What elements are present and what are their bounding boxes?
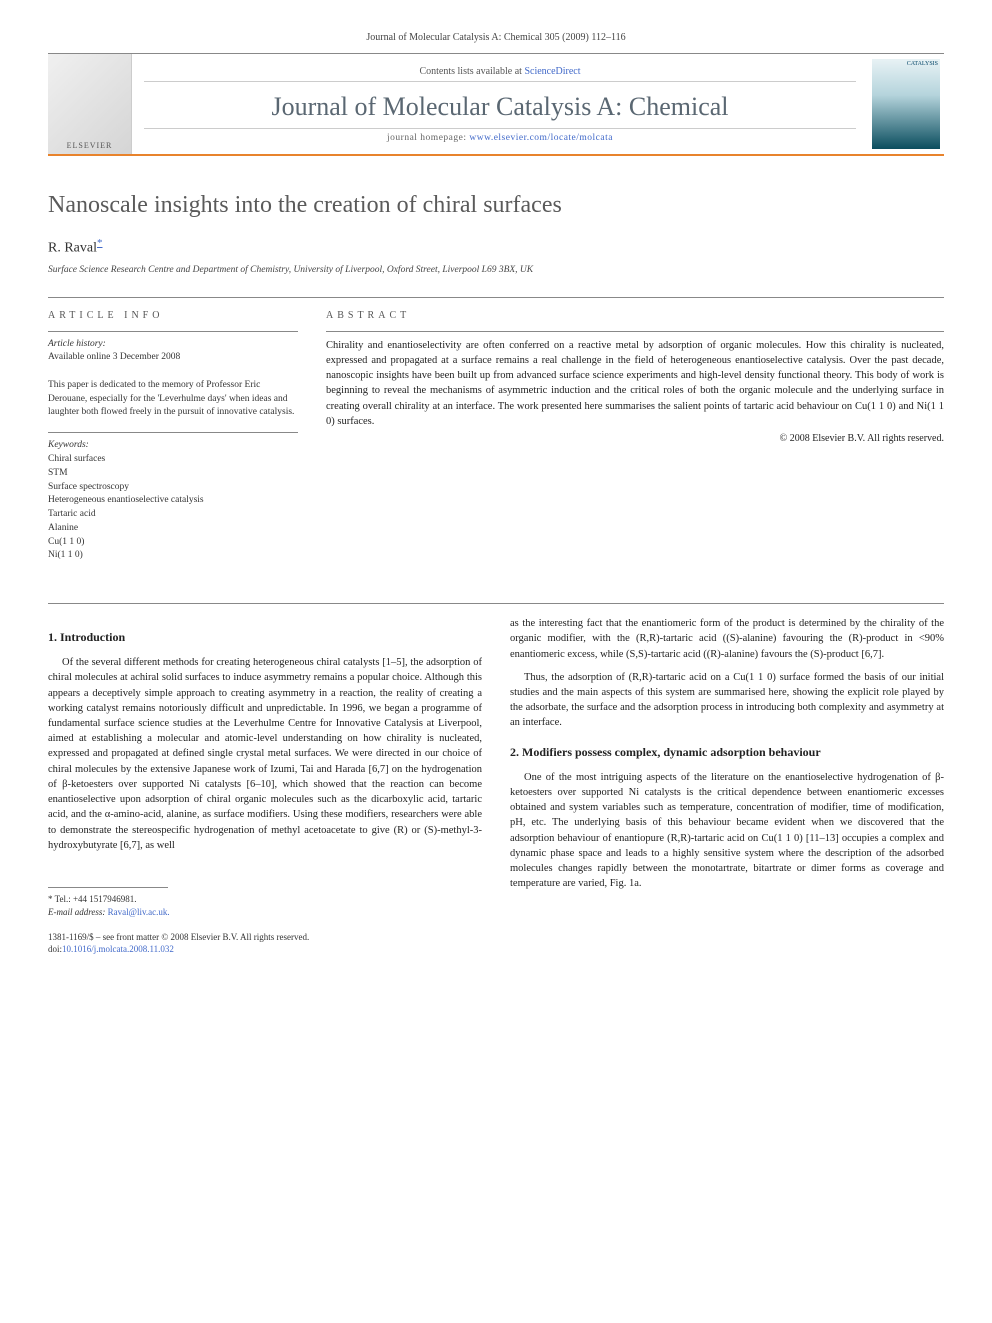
author-name: R. Raval xyxy=(48,241,97,256)
keyword: STM xyxy=(48,468,68,478)
section-2-paragraph: One of the most intriguing aspects of th… xyxy=(510,770,944,892)
doi-link[interactable]: 10.1016/j.molcata.2008.11.032 xyxy=(62,944,174,954)
homepage-link[interactable]: www.elsevier.com/locate/molcata xyxy=(469,133,613,143)
separator-rule xyxy=(48,297,944,298)
keyword: Ni(1 1 0) xyxy=(48,550,83,560)
running-header: Journal of Molecular Catalysis A: Chemic… xyxy=(48,32,944,43)
info-abstract-row: ARTICLE INFO Article history: Available … xyxy=(48,310,944,575)
doi-label: doi: xyxy=(48,944,62,954)
body-two-column: 1. Introduction Of the several different… xyxy=(48,616,944,956)
email-label: E-mail address: xyxy=(48,907,105,917)
homepage-prefix: journal homepage: xyxy=(387,133,469,143)
article-history-block: Article history: Available online 3 Dece… xyxy=(48,331,298,421)
contents-lists-line: Contents lists available at ScienceDirec… xyxy=(144,66,856,82)
abstract-text: Chirality and enantioselectivity are oft… xyxy=(326,331,944,429)
article-info-column: ARTICLE INFO Article history: Available … xyxy=(48,310,298,575)
article-info-label: ARTICLE INFO xyxy=(48,310,298,321)
footer-rule xyxy=(48,887,168,888)
body-right-column: as the interesting fact that the enantio… xyxy=(510,616,944,956)
keyword: Chiral surfaces xyxy=(48,454,105,464)
publisher-logo: ELSEVIER xyxy=(48,54,132,154)
keywords-block: Keywords: Chiral surfaces STM Surface sp… xyxy=(48,432,298,563)
abstract-column: ABSTRACT Chirality and enantioselectivit… xyxy=(326,310,944,575)
keyword: Surface spectroscopy xyxy=(48,482,129,492)
abstract-label: ABSTRACT xyxy=(326,310,944,321)
keywords-heading: Keywords: xyxy=(48,440,89,450)
banner-center: Contents lists available at ScienceDirec… xyxy=(132,54,868,154)
corresponding-author-marker[interactable]: * xyxy=(97,237,103,249)
history-date: Available online 3 December 2008 xyxy=(48,352,180,362)
separator-rule xyxy=(48,603,944,604)
dedication-text: This paper is dedicated to the memory of… xyxy=(48,380,294,418)
body-left-column: 1. Introduction Of the several different… xyxy=(48,616,482,956)
continuation-paragraph: as the interesting fact that the enantio… xyxy=(510,616,944,662)
article-title: Nanoscale insights into the creation of … xyxy=(48,192,944,219)
section-1-heading: 1. Introduction xyxy=(48,630,482,645)
history-heading: Article history: xyxy=(48,339,106,349)
journal-name: Journal of Molecular Catalysis A: Chemic… xyxy=(132,92,868,122)
section-1-paragraph: Of the several different methods for cre… xyxy=(48,655,482,853)
footer-block: * Tel.: +44 1517946981. E-mail address: … xyxy=(48,879,482,956)
keyword: Alanine xyxy=(48,523,78,533)
abstract-copyright: © 2008 Elsevier B.V. All rights reserved… xyxy=(326,433,944,444)
affiliation: Surface Science Research Centre and Depa… xyxy=(48,265,944,275)
sciencedirect-link[interactable]: ScienceDirect xyxy=(524,66,580,77)
journal-cover-thumbnail: CATALYSIS xyxy=(872,59,940,149)
keyword: Cu(1 1 0) xyxy=(48,537,84,547)
contents-prefix: Contents lists available at xyxy=(419,66,524,77)
body-paragraph: Thus, the adsorption of (R,R)-tartaric a… xyxy=(510,670,944,731)
section-2-heading: 2. Modifiers possess complex, dynamic ad… xyxy=(510,745,944,760)
keyword: Tartaric acid xyxy=(48,509,96,519)
author-line: R. Raval* xyxy=(48,237,944,257)
journal-banner: ELSEVIER Contents lists available at Sci… xyxy=(48,53,944,156)
front-matter-line: 1381-1169/$ – see front matter © 2008 El… xyxy=(48,931,482,944)
email-link[interactable]: Raval@liv.ac.uk. xyxy=(108,907,170,917)
keyword: Heterogeneous enantioselective catalysis xyxy=(48,495,204,505)
homepage-line: journal homepage: www.elsevier.com/locat… xyxy=(144,128,856,143)
corresponding-tel: * Tel.: +44 1517946981. xyxy=(48,893,482,906)
